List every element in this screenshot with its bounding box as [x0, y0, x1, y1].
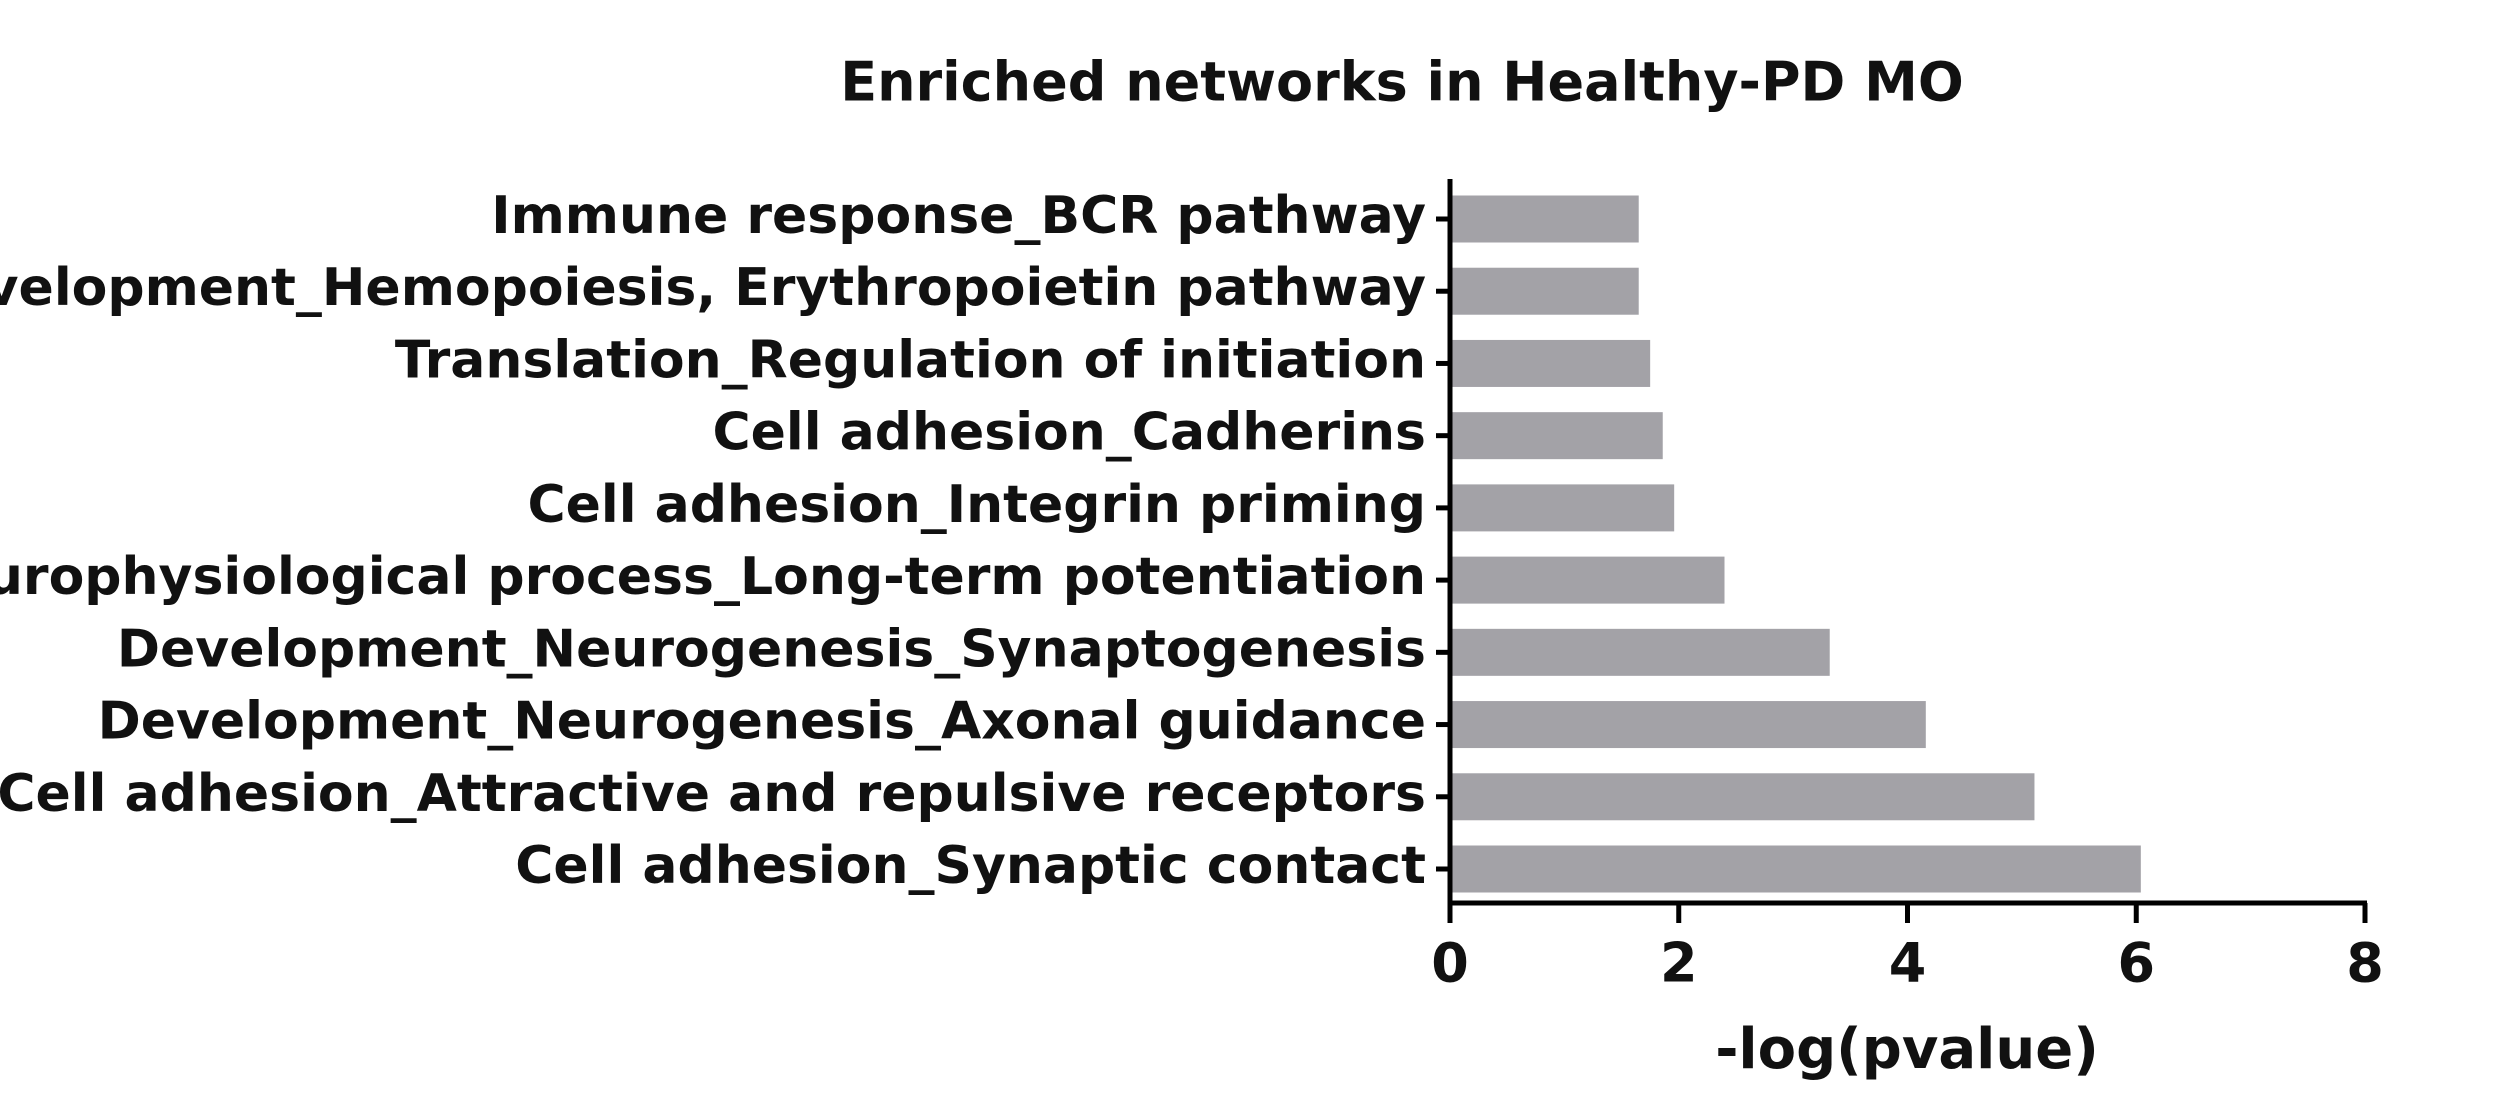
- bar: [1450, 484, 1675, 532]
- bar: [1450, 773, 2035, 821]
- y-tick-label: Neurophysiological process_Long-term pot…: [0, 547, 1426, 607]
- bar: [1450, 195, 1639, 243]
- bar: [1450, 845, 2141, 893]
- x-tick-label: 0: [1431, 932, 1469, 995]
- y-tick-label: Development_Hemopoiesis, Erythropoietin …: [0, 258, 1426, 318]
- x-tick-label: 4: [1889, 932, 1927, 995]
- y-tick-label: Development_Neurogenesis_Axonal guidance: [98, 692, 1426, 752]
- y-tick-label: Cell adhesion_Synaptic contact: [515, 836, 1426, 896]
- bar: [1450, 701, 1926, 749]
- bar: [1450, 556, 1725, 604]
- chart-title: Enriched networks in Healthy-PD MO: [840, 51, 1964, 114]
- bar: [1450, 267, 1639, 315]
- y-tick-label: Development_Neurogenesis_Synaptogenesis: [117, 619, 1426, 679]
- x-tick-label: 6: [2117, 932, 2155, 995]
- x-tick-label: 8: [2346, 932, 2384, 995]
- bar: [1450, 412, 1663, 460]
- bar: [1450, 628, 1830, 676]
- y-tick-label: Cell adhesion_Cadherins: [712, 403, 1426, 463]
- y-tick-label: Cell adhesion_Attractive and repulsive r…: [0, 764, 1426, 824]
- x-tick-label: 2: [1660, 932, 1698, 995]
- y-tick-label: Translation_Regulation of initiation: [395, 330, 1426, 390]
- bar: [1450, 339, 1651, 387]
- x-axis-label: -log(pvalue): [1715, 1017, 2099, 1082]
- y-tick-label: Cell adhesion_Integrin priming: [527, 475, 1426, 535]
- y-tick-label: Immune response_BCR pathway: [491, 186, 1426, 246]
